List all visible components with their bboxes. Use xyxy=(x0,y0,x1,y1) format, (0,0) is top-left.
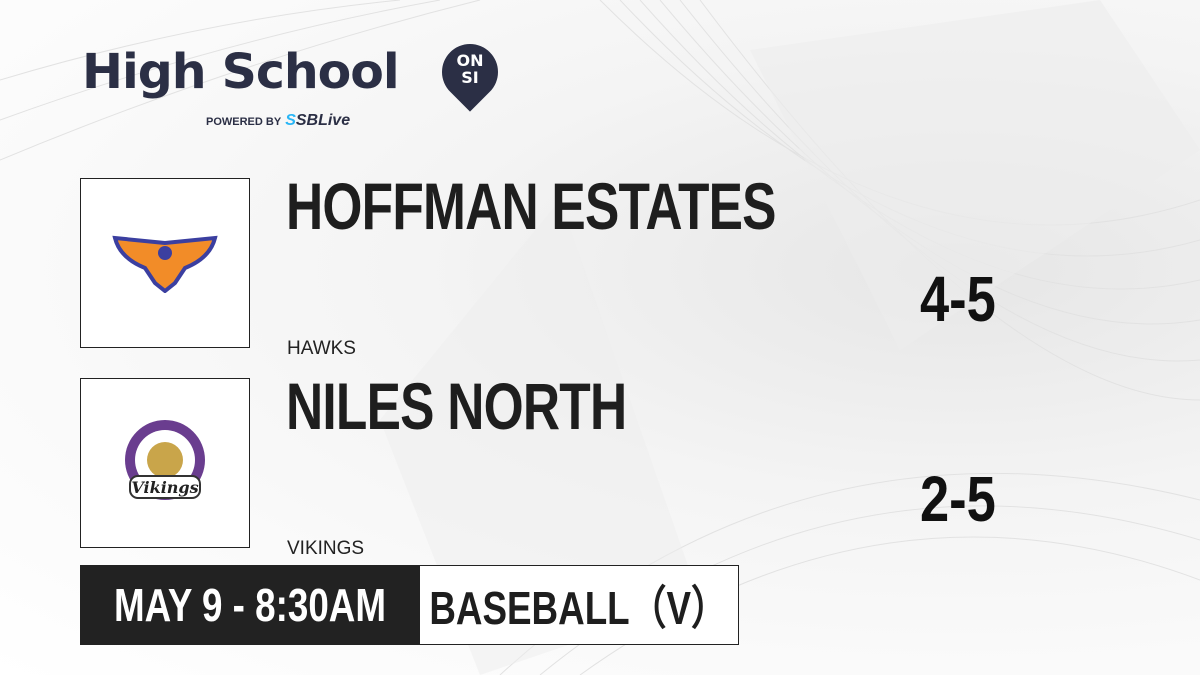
team-record-away: 2-5 xyxy=(920,463,996,535)
team-logo-home xyxy=(80,178,250,348)
team-mascot-away: VIKINGS xyxy=(287,538,365,559)
high-school-on-si-logo: High School ON SI POWERED BY SSBLive xyxy=(82,32,510,129)
team-logo-away: Vikings xyxy=(80,378,250,548)
team-name-home: HOFFMAN ESTATES xyxy=(286,169,777,243)
vikings-logo-icon: Vikings xyxy=(125,420,205,500)
brand-title: High School xyxy=(82,44,400,100)
svg-text:Vikings: Vikings xyxy=(131,478,198,497)
brand-badge: ON SI xyxy=(456,51,484,87)
game-datetime: MAY 9 - 8:30AM xyxy=(80,565,419,645)
hawk-logo-icon xyxy=(112,235,218,293)
team-mascot-home: HAWKS xyxy=(287,338,356,359)
team-name-away: NILES NORTH xyxy=(286,369,627,443)
game-sport: BASEBALL（V） xyxy=(419,565,739,645)
sblive-logo: SSBLive xyxy=(285,112,351,129)
powered-by: POWERED BY SSBLive xyxy=(206,112,351,129)
team-record-home: 4-5 xyxy=(920,263,996,335)
